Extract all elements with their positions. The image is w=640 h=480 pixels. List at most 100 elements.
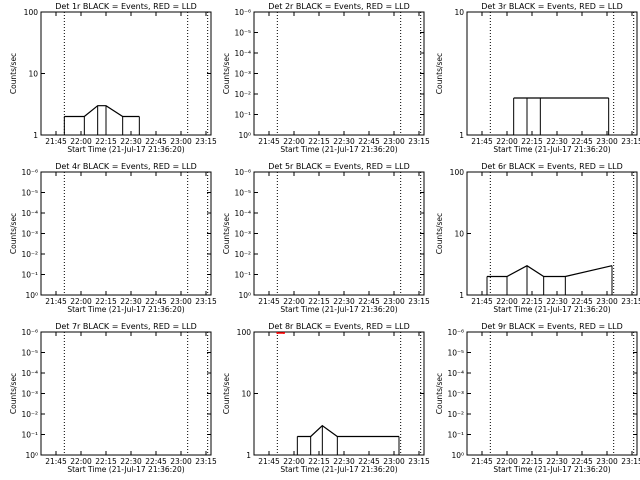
x-axis-label: Start Time (21-Jul-17 21:36:20) <box>280 145 397 154</box>
lld-point <box>283 332 285 334</box>
x-tick-label: 23:15 <box>195 457 217 466</box>
y-tick-label: 10⁻¹ <box>21 431 38 440</box>
x-tick-label: 22:00 <box>70 297 92 306</box>
x-tick-label: 21:45 <box>471 137 493 146</box>
x-tick-label: 23:15 <box>408 137 430 146</box>
y-tick-label: 10⁻⁴ <box>447 369 464 378</box>
events-series-line <box>297 424 399 438</box>
y-tick-label: 10⁻⁶ <box>21 168 38 177</box>
x-tick-label: 22:00 <box>70 457 92 466</box>
y-tick-label: 10⁰ <box>451 451 464 460</box>
detector-panel-3: Det 3r BLACK = Events, RED = LLD 1 10 21:45… <box>435 2 640 154</box>
y-tick-label: 10 <box>454 230 464 239</box>
x-tick-label: 22:45 <box>145 297 167 306</box>
x-tick-label: 22:30 <box>546 137 568 146</box>
y-tick-label: 10⁻² <box>21 410 38 419</box>
x-tick-label: 22:30 <box>120 457 142 466</box>
x-tick-label: 23:00 <box>383 457 405 466</box>
panel-title: Det 8r BLACK = Events, RED = LLD <box>268 322 410 331</box>
x-tick-label: 22:00 <box>496 297 518 306</box>
detector-panel-9: Det 9r BLACK = Events, RED = LLD 10⁰ 10⁻¹ 1… <box>435 322 640 474</box>
y-tick-label: 1 <box>459 131 464 140</box>
y-axis-label: Counts/sec <box>222 53 231 94</box>
y-tick-label: 10⁻⁶ <box>447 328 464 337</box>
y-tick-label: 10⁻² <box>447 410 464 419</box>
x-tick-label: 22:00 <box>496 457 518 466</box>
x-axis-label: Start Time (21-Jul-17 21:36:20) <box>67 465 184 474</box>
y-tick-label: 10⁻¹ <box>21 271 38 280</box>
y-tick-label: 10⁻¹ <box>234 111 251 120</box>
y-axis-label: Counts/sec <box>9 53 18 94</box>
panel-title: Det 1r BLACK = Events, RED = LLD <box>55 2 197 11</box>
x-tick-label: 23:00 <box>596 457 618 466</box>
x-axis-label: Start Time (21-Jul-17 21:36:20) <box>280 465 397 474</box>
x-tick-label: 22:30 <box>120 137 142 146</box>
y-tick-label: 10⁻³ <box>234 70 251 79</box>
x-tick-label: 23:00 <box>383 137 405 146</box>
panel-title: Det 5r BLACK = Events, RED = LLD <box>268 162 410 171</box>
y-tick-label: 10 <box>28 70 38 79</box>
x-tick-label: 22:15 <box>95 457 117 466</box>
x-tick-label: 22:15 <box>95 137 117 146</box>
y-axis-label: Counts/sec <box>435 213 444 254</box>
y-tick-label: 10⁰ <box>25 291 38 300</box>
detector-panel-6: Det 6r BLACK = Events, RED = LLD 1 10 100 21… <box>435 162 640 314</box>
x-tick-label: 22:45 <box>358 457 380 466</box>
x-tick-label: 22:00 <box>283 457 305 466</box>
x-tick-label: 21:45 <box>45 297 67 306</box>
x-axis-label: Start Time (21-Jul-17 21:36:20) <box>280 305 397 314</box>
y-tick-label: 10⁻⁵ <box>447 349 464 358</box>
x-tick-label: 22:45 <box>145 137 167 146</box>
panel-title: Det 2r BLACK = Events, RED = LLD <box>268 2 410 11</box>
y-tick-label: 10⁻⁶ <box>234 168 251 177</box>
x-tick-label: 23:00 <box>596 297 618 306</box>
x-axis-label: Start Time (21-Jul-17 21:36:20) <box>493 465 610 474</box>
x-tick-label: 23:15 <box>621 297 640 306</box>
panel-title: Det 7r BLACK = Events, RED = LLD <box>55 322 197 331</box>
y-tick-label: 10⁻⁴ <box>234 49 251 58</box>
x-tick-label: 22:15 <box>521 137 543 146</box>
detector-panel-8: Det 8r BLACK = Events, RED = LLD 1 10 100 21… <box>222 322 430 474</box>
lld-point <box>276 332 279 334</box>
x-tick-label: 23:00 <box>170 137 192 146</box>
y-tick-label: 10⁻² <box>234 90 251 99</box>
y-tick-label: 10⁻⁶ <box>234 8 251 17</box>
y-tick-label: 10⁰ <box>238 291 251 300</box>
x-tick-label: 21:45 <box>258 457 280 466</box>
x-tick-label: 22:15 <box>521 297 543 306</box>
x-tick-label: 22:00 <box>283 297 305 306</box>
x-tick-label: 23:00 <box>596 137 618 146</box>
panel-title: Det 4r BLACK = Events, RED = LLD <box>55 162 197 171</box>
x-tick-label: 22:15 <box>521 457 543 466</box>
x-tick-label: 22:45 <box>358 297 380 306</box>
y-tick-label: 10⁻³ <box>234 230 251 239</box>
x-tick-label: 23:15 <box>195 297 217 306</box>
x-tick-label: 23:15 <box>408 297 430 306</box>
y-tick-label: 10⁰ <box>238 131 251 140</box>
x-tick-label: 21:45 <box>258 297 280 306</box>
panel-title: Det 9r BLACK = Events, RED = LLD <box>481 322 623 331</box>
x-tick-label: 22:15 <box>95 297 117 306</box>
plot-frame <box>253 11 425 136</box>
x-tick-label: 22:15 <box>308 457 330 466</box>
y-axis-label: Counts/sec <box>9 213 18 254</box>
x-tick-label: 22:45 <box>145 457 167 466</box>
y-tick-label: 10⁻³ <box>447 390 464 399</box>
y-tick-label: 10⁻² <box>21 250 38 259</box>
y-tick-label: 10⁻³ <box>21 230 38 239</box>
y-tick-label: 100 <box>450 168 465 177</box>
y-tick-label: 10⁻⁴ <box>21 369 38 378</box>
y-tick-label: 10⁻⁴ <box>234 209 251 218</box>
x-tick-label: 22:30 <box>333 137 355 146</box>
x-axis-label: Start Time (21-Jul-17 21:36:20) <box>493 145 610 154</box>
x-tick-label: 21:45 <box>45 137 67 146</box>
y-tick-label: 10⁻¹ <box>234 271 251 280</box>
y-tick-label: 10⁻⁵ <box>21 349 38 358</box>
x-tick-label: 22:15 <box>308 137 330 146</box>
y-tick-label: 10⁻⁵ <box>234 29 251 38</box>
y-tick-label: 10⁰ <box>25 451 38 460</box>
plot-frame <box>253 171 425 296</box>
events-series-line <box>64 105 140 118</box>
x-axis-label: Start Time (21-Jul-17 21:36:20) <box>493 305 610 314</box>
y-tick-label: 10 <box>241 390 251 399</box>
